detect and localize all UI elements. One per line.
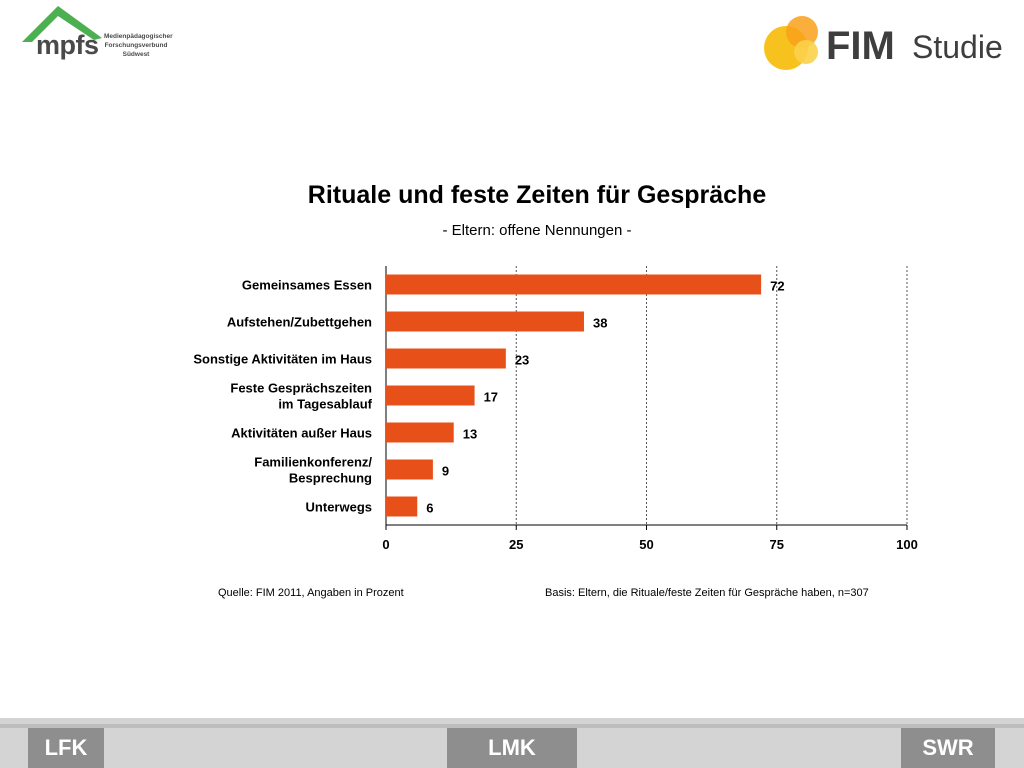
- lfk-logo: LFK: [28, 728, 104, 768]
- x-tick-label: 75: [770, 537, 784, 552]
- lmk-logo: LMK: [447, 728, 577, 768]
- mpfs-subtitle: Medienpädagogischer Forschungsverbund Sü…: [104, 33, 173, 58]
- data-label: 38: [593, 316, 607, 331]
- category-label: Feste Gesprächszeiten im Tagesablauf: [230, 381, 372, 412]
- bar: [386, 422, 454, 443]
- category-label: Aufstehen/Zubettgehen: [227, 315, 372, 330]
- category-label: Unterwegs: [306, 500, 372, 515]
- bar: [386, 348, 506, 369]
- bar: [386, 385, 475, 406]
- basis-note: Basis: Eltern, die Rituale/feste Zeiten …: [545, 587, 869, 599]
- data-label: 6: [426, 501, 433, 516]
- chart-subtitle: - Eltern: offene Nennungen -: [442, 222, 632, 239]
- mpfs-logo: mpfs Medienpädagogischer Forschungsverbu…: [6, 2, 176, 64]
- source-note: Quelle: FIM 2011, Angaben in Prozent: [218, 587, 404, 599]
- category-label: Gemeinsames Essen: [242, 278, 372, 293]
- category-label: Aktivitäten außer Haus: [231, 426, 372, 441]
- category-label: Sonstige Aktivitäten im Haus: [193, 352, 372, 367]
- bar: [386, 496, 418, 517]
- mpfs-roof-icon: [22, 6, 102, 42]
- x-tick-label: 0: [382, 537, 389, 552]
- data-label: 9: [442, 464, 449, 479]
- bar: [386, 311, 584, 332]
- partner-bar-stripe: [0, 724, 1024, 728]
- chart-title: Rituale und feste Zeiten für Gespräche: [307, 181, 767, 209]
- swr-logo: SWR: [901, 728, 995, 768]
- bar: [386, 274, 762, 295]
- x-tick-label: 25: [509, 537, 523, 552]
- category-label: Familienkonferenz/Besprechung: [254, 455, 372, 486]
- data-label: 23: [515, 353, 529, 368]
- fim-circles-icon: [764, 16, 818, 70]
- studie-wordmark: Studie: [912, 29, 1003, 65]
- bar: [386, 459, 433, 480]
- fim-studie-logo: FIM Studie: [762, 10, 1012, 76]
- fim-wordmark: FIM: [826, 24, 895, 68]
- data-label: 17: [484, 390, 498, 405]
- mpfs-wordmark: mpfs: [36, 30, 99, 60]
- data-label: 72: [770, 279, 784, 294]
- data-label: 13: [463, 427, 477, 442]
- x-tick-label: 50: [639, 537, 653, 552]
- x-tick-label: 100: [896, 537, 918, 552]
- partner-bar: LFK LMK SWR: [0, 718, 1024, 768]
